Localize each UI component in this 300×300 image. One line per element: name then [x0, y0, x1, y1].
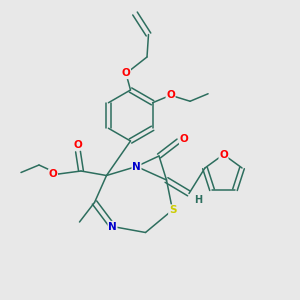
Text: O: O	[179, 134, 188, 145]
Text: N: N	[132, 161, 141, 172]
Text: N: N	[108, 221, 117, 232]
Text: O: O	[219, 149, 228, 160]
Text: O: O	[122, 68, 130, 79]
Text: O: O	[74, 140, 82, 150]
Text: H: H	[194, 195, 202, 205]
Text: O: O	[49, 169, 58, 179]
Text: O: O	[166, 90, 175, 100]
Text: S: S	[169, 205, 176, 215]
